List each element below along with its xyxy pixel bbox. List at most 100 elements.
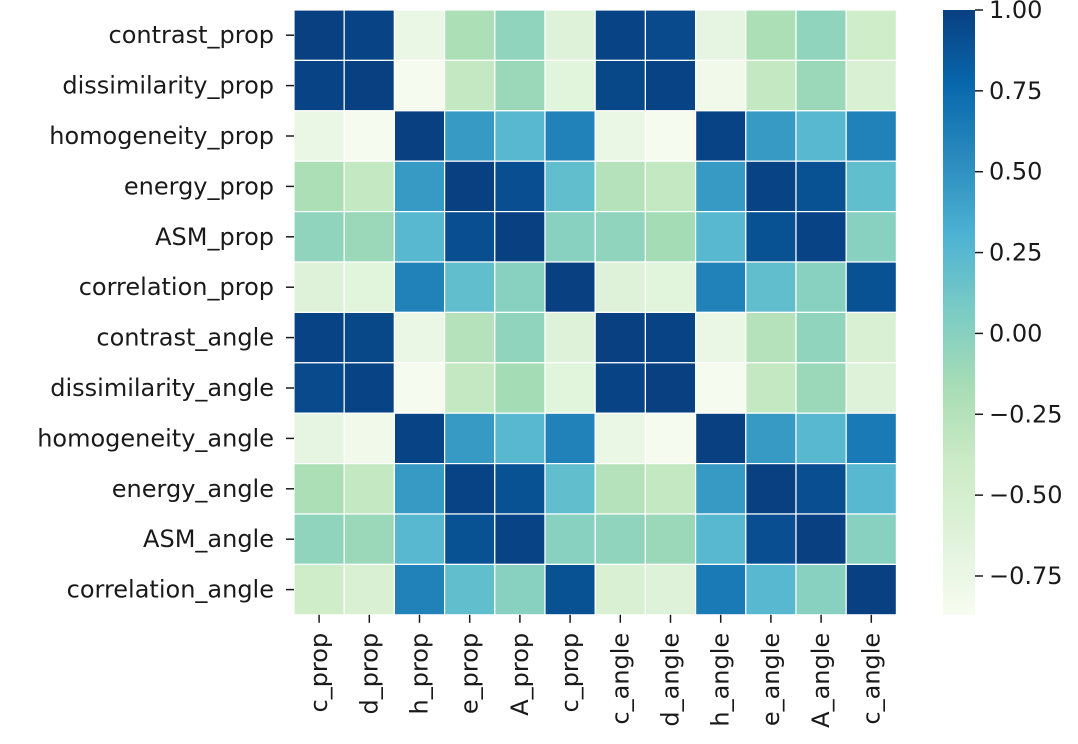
heatmap-cell [494,110,546,162]
heatmap-cell [544,9,596,62]
heatmap-cell [544,211,596,263]
colorbar-tick-label: −0.75 [989,562,1063,590]
column-label: d_angle [657,633,685,727]
heatmap-cell [544,110,596,162]
heatmap-cell [343,160,396,213]
heatmap-cell [343,9,396,62]
heatmap-cell [594,59,647,112]
heatmap-cell [293,563,345,616]
heatmap-cell [393,463,446,515]
row-label: ASM_prop [155,223,274,251]
column-label: e_prop [456,633,484,714]
heatmap-cell [293,211,345,263]
colorbar-tick-label: 0.50 [989,158,1042,186]
column-label: d_prop [355,633,383,715]
heatmap-cell [795,211,847,263]
heatmap-cell [795,412,847,465]
heatmap-cell [393,412,446,465]
heatmap-cell [343,362,396,414]
column-label: A_angle [807,633,835,728]
heatmap-cell [644,9,697,62]
heatmap-cell [644,513,697,566]
heatmap-cell [343,211,396,263]
heatmap-cell [494,412,546,465]
heatmap-cell [444,59,496,112]
heatmap-cell [795,311,847,364]
heatmap-cell [594,412,647,465]
heatmap-cell [494,311,546,364]
heatmap-cell [795,59,847,112]
heatmap-cell [694,463,747,515]
heatmap-cell [494,211,546,263]
heatmap-cell [393,513,446,566]
heatmap-cell [795,463,847,515]
heatmap-cell [544,261,596,314]
heatmap-cell [694,311,747,364]
row-label: ASM_angle [143,525,274,553]
heatmap-cell [293,412,345,465]
row-label: contrast_angle [96,324,274,352]
heatmap-cell [343,311,396,364]
colorbar-gradient [943,10,975,615]
heatmap-cell [293,110,345,162]
heatmap-cell [343,463,396,515]
heatmap-cell [845,9,898,62]
heatmap-cell [644,412,697,465]
heatmap-cell [745,261,797,314]
heatmap-cell [745,160,797,213]
heatmap-cell [343,59,396,112]
heatmap-cell [644,160,697,213]
heatmap-cell [644,261,697,314]
heatmap-cell [694,412,747,465]
heatmap-cell [644,211,697,263]
heatmap-cell [694,261,747,314]
colorbar: 1.00 0.75 0.50 0.25 0.00 −0.25 −0.50 −0.75 [943,0,1063,615]
heatmap-cell [694,59,747,112]
heatmap-cell [845,463,898,515]
heatmap-cell [494,9,546,62]
heatmap-cell [393,563,446,616]
heatmap-cell [795,9,847,62]
heatmap-cell [393,362,446,414]
heatmap-cell [544,311,596,364]
heatmap-cell [845,211,898,263]
colorbar-tick-label: 0.25 [989,239,1042,267]
row-label: energy_prop [124,172,274,200]
heatmap-cell [444,160,496,213]
heatmap-cell [594,160,647,213]
heatmap-cell [845,412,898,465]
heatmap-cell [745,59,797,112]
colorbar-tick-label: 1.00 [989,0,1042,24]
row-label: contrast_prop [109,21,274,49]
column-label: A_prop [506,633,534,716]
heatmap-cell [694,563,747,616]
heatmap-cell [444,261,496,314]
heatmap-cell [644,59,697,112]
column-label: c_prop [305,633,333,713]
heatmap-cell [293,9,345,62]
heatmap-cell [293,463,345,515]
heatmap-cell [444,563,496,616]
heatmap-cell [293,59,345,112]
heatmap-cell [393,9,446,62]
heatmap-cell [694,362,747,414]
heatmap-cell [594,311,647,364]
heatmap-cell [845,311,898,364]
heatmap-cell [444,9,496,62]
heatmap-cell [393,59,446,112]
heatmap-cell [845,59,898,112]
row-label: dissimilarity_prop [62,72,274,100]
row-label: homogeneity_angle [37,424,274,452]
heatmap-cell [594,110,647,162]
heatmap-cell [444,211,496,263]
heatmap-cell [494,362,546,414]
heatmap-cell [393,261,446,314]
heatmap-cell [444,412,496,465]
heatmap-cell [393,160,446,213]
heatmap-cell [644,311,697,364]
heatmap-cell [544,160,596,213]
row-label: energy_angle [112,475,274,503]
heatmap-cell [343,563,396,616]
row-labels: contrast_prop dissimilarity_prop homogenei… [37,21,294,604]
